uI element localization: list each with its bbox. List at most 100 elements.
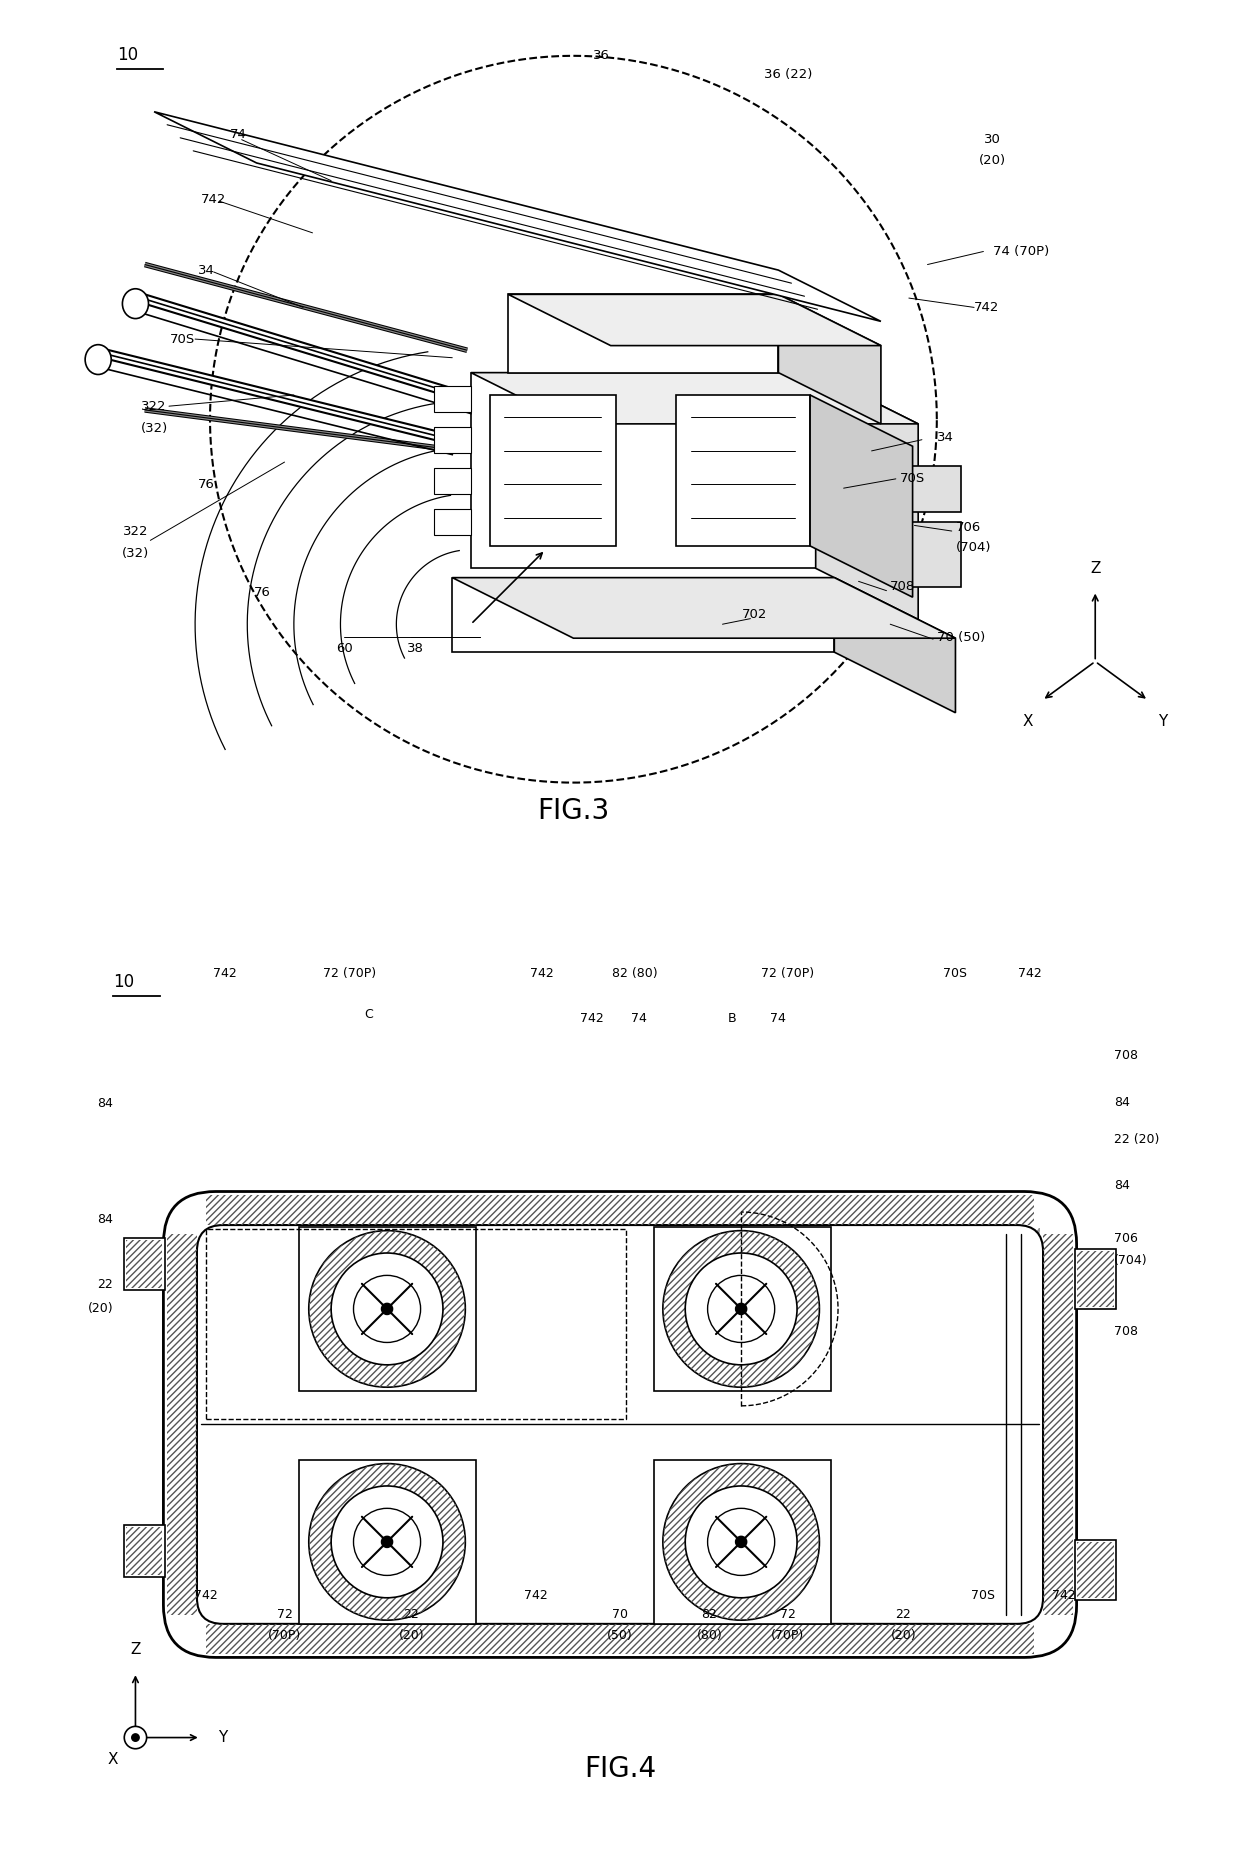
Text: 36 (22): 36 (22) [764,69,812,82]
Polygon shape [508,295,779,372]
Bar [1075,1540,1116,1599]
Text: 34: 34 [937,432,954,445]
Text: (704): (704) [956,541,991,554]
FancyBboxPatch shape [164,1191,1076,1657]
Text: 742: 742 [525,1590,548,1603]
Text: 76: 76 [198,478,215,491]
Bar [299,1460,476,1623]
Polygon shape [434,467,471,493]
Text: 322: 322 [141,400,167,413]
Text: 322: 322 [123,524,149,537]
Circle shape [686,1253,797,1366]
Text: (20): (20) [398,1629,424,1642]
Text: Y: Y [1158,713,1167,730]
Text: 22: 22 [403,1608,419,1621]
Polygon shape [490,395,616,547]
Bar [126,1240,161,1288]
Bar [206,1229,626,1419]
Circle shape [309,1230,465,1388]
Bar [1043,1234,1073,1614]
Circle shape [708,1508,775,1575]
Circle shape [735,1536,746,1547]
Polygon shape [434,426,471,452]
Text: (70P): (70P) [268,1629,301,1642]
Bar [299,1227,476,1392]
Text: 82 (80): 82 (80) [613,967,657,980]
Text: 74: 74 [631,1012,646,1025]
Text: 84: 84 [97,1214,113,1227]
Polygon shape [909,465,961,513]
Text: (50): (50) [608,1629,632,1642]
Text: (20): (20) [890,1629,916,1642]
Circle shape [353,1275,420,1342]
Circle shape [353,1508,420,1575]
Circle shape [686,1486,797,1597]
Text: 70S: 70S [899,473,925,485]
Polygon shape [508,295,880,347]
Text: 72: 72 [277,1608,293,1621]
Bar [124,1525,165,1577]
Polygon shape [453,578,835,652]
Text: B: B [728,1012,737,1025]
Text: 742: 742 [213,967,237,980]
Text: 702: 702 [742,608,766,621]
Circle shape [735,1303,746,1314]
Circle shape [331,1253,443,1366]
Text: 76: 76 [254,586,270,599]
Text: 82: 82 [702,1608,718,1621]
Bar [124,1238,165,1290]
Text: 10: 10 [113,973,134,991]
Text: 70S: 70S [170,332,195,345]
Text: 70S: 70S [971,1590,996,1603]
Polygon shape [676,395,810,547]
Circle shape [124,1727,146,1749]
Text: 60: 60 [336,641,352,654]
Text: 30: 30 [985,133,1001,146]
Text: Z: Z [1090,561,1100,576]
Polygon shape [909,523,961,587]
Polygon shape [471,372,918,424]
Text: (704): (704) [1114,1254,1147,1267]
Text: 74: 74 [229,128,247,141]
Text: (20): (20) [980,154,1007,167]
Text: 34: 34 [198,263,215,276]
Ellipse shape [123,289,149,319]
Text: 706: 706 [956,521,981,534]
Circle shape [663,1464,820,1620]
Text: FIG.4: FIG.4 [584,1755,656,1783]
Text: 708: 708 [890,580,915,593]
Text: 84: 84 [97,1097,113,1110]
Circle shape [131,1734,139,1742]
Polygon shape [779,295,880,424]
Text: 72 (70P): 72 (70P) [324,967,376,980]
Text: FIG.3: FIG.3 [537,797,610,825]
Text: Z: Z [130,1642,140,1657]
Circle shape [382,1536,393,1547]
Bar [1075,1249,1116,1308]
Bar [1076,1251,1114,1306]
Text: 742: 742 [1052,1590,1075,1603]
Text: 706: 706 [1114,1232,1138,1245]
Circle shape [331,1486,443,1597]
Text: 70 (50): 70 (50) [937,630,985,643]
Text: 742: 742 [1018,967,1042,980]
Polygon shape [471,372,816,569]
Text: (80): (80) [697,1629,723,1642]
Bar [206,1623,1034,1653]
Text: 36: 36 [593,50,610,63]
Circle shape [382,1303,393,1314]
Circle shape [309,1464,465,1620]
Text: 22 (20): 22 (20) [1114,1132,1159,1145]
Text: Y: Y [218,1731,228,1746]
Circle shape [708,1275,775,1342]
Text: 74: 74 [770,1012,786,1025]
Text: (70P): (70P) [771,1629,805,1642]
Text: 84: 84 [1114,1095,1130,1108]
Bar [653,1460,831,1623]
Text: 742: 742 [975,300,999,313]
Bar [167,1234,197,1614]
Text: 72: 72 [780,1608,796,1621]
Circle shape [663,1230,820,1388]
Bar [1076,1542,1114,1597]
Text: 22: 22 [97,1279,113,1292]
